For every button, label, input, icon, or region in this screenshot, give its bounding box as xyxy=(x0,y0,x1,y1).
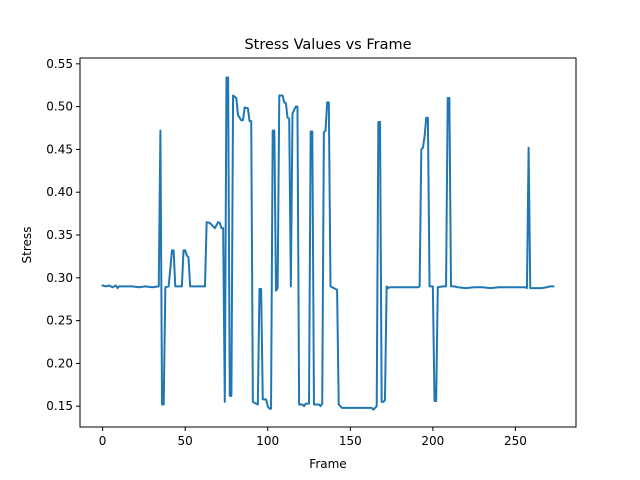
y-tick-label: 0.30 xyxy=(46,271,73,285)
y-tick-label: 0.25 xyxy=(46,314,73,328)
y-tick-label: 0.20 xyxy=(46,356,73,370)
y-tick-label: 0.40 xyxy=(46,185,73,199)
x-tick-label: 250 xyxy=(504,434,527,448)
chart-title: Stress Values vs Frame xyxy=(244,37,411,53)
plot-area xyxy=(101,76,555,411)
y-axis-title: Stress xyxy=(20,227,34,264)
x-tick-label: 100 xyxy=(256,434,279,448)
axes-frame xyxy=(79,57,577,428)
y-tick-label: 0.45 xyxy=(46,142,73,156)
series-line-0 xyxy=(101,76,555,411)
y-tick-label: 0.55 xyxy=(46,57,73,71)
y-tick-label: 0.50 xyxy=(46,100,73,114)
x-tick-label: 150 xyxy=(339,434,362,448)
x-tick-label: 50 xyxy=(178,434,193,448)
x-tick-label: 200 xyxy=(421,434,444,448)
axes: 0 50 100 150 200 250 0.15 0.20 0.25 0.30 0.35 0.40 0… xyxy=(46,57,577,448)
x-tick-label: 0 xyxy=(99,434,107,448)
y-tick-label: 0.35 xyxy=(46,228,73,242)
y-tick-label: 0.15 xyxy=(46,399,73,413)
x-axis-title: Frame xyxy=(309,457,346,471)
